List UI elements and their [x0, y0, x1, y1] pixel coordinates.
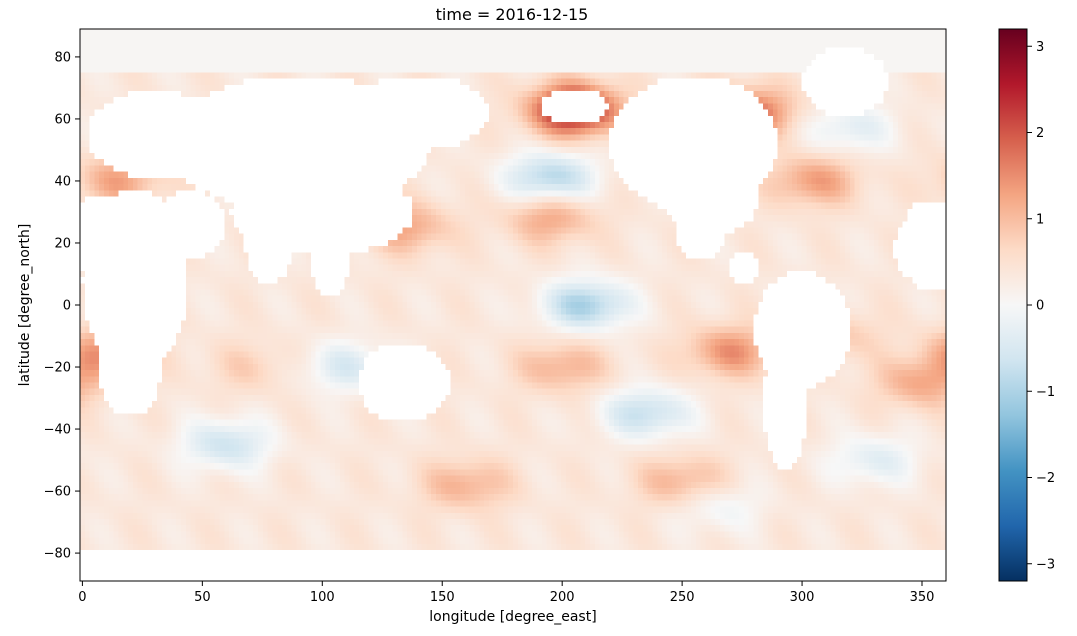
colorbar-tick-label: −2 — [1036, 471, 1055, 486]
y-tick-label: 80 — [54, 50, 71, 65]
x-tick-label: 300 — [790, 590, 815, 605]
colorbar-tick-label: 2 — [1036, 126, 1044, 141]
colorbar-tick-label: 3 — [1036, 40, 1044, 55]
x-tick-label: 150 — [430, 590, 455, 605]
chart-title: time = 2016-12-15 — [436, 5, 589, 24]
x-tick-label: 350 — [910, 590, 935, 605]
y-tick-label: 20 — [54, 236, 71, 251]
x-tick-label: 250 — [670, 590, 695, 605]
y-tick-label: 0 — [63, 299, 71, 314]
colorbar-tick-label: −3 — [1036, 557, 1055, 572]
colorbar: −3 −2 −1 0 1 2 3 — [998, 28, 1055, 582]
colorbar-gradient — [999, 29, 1027, 581]
colorbar-tick-label: −1 — [1036, 385, 1055, 400]
y-axis-label: latitude [degree_north] — [17, 224, 33, 387]
x-tick-label: 100 — [310, 590, 335, 605]
y-tick-label: 40 — [54, 174, 71, 189]
plot-area — [79, 28, 947, 582]
y-tick-label: 60 — [54, 112, 71, 127]
colorbar-tick-label: 1 — [1036, 212, 1044, 227]
y-tick-label: −80 — [44, 547, 71, 562]
x-tick-label: 50 — [194, 590, 211, 605]
heatmap-image — [80, 29, 946, 581]
x-axis: 0 50 100 150 200 250 300 350 — [78, 581, 934, 605]
x-tick-label: 200 — [550, 590, 575, 605]
y-tick-label: −40 — [44, 423, 71, 438]
y-tick-label: −60 — [44, 485, 71, 500]
y-axis: −80 −60 −40 −20 0 20 40 60 80 — [44, 50, 80, 562]
colorbar-tick-label: 0 — [1036, 299, 1044, 314]
colorbar-ticks: −3 −2 −1 0 1 2 3 — [1027, 40, 1055, 572]
x-tick-label: 0 — [78, 590, 86, 605]
x-axis-label: longitude [degree_east] — [429, 609, 596, 625]
y-tick-label: −20 — [44, 361, 71, 376]
